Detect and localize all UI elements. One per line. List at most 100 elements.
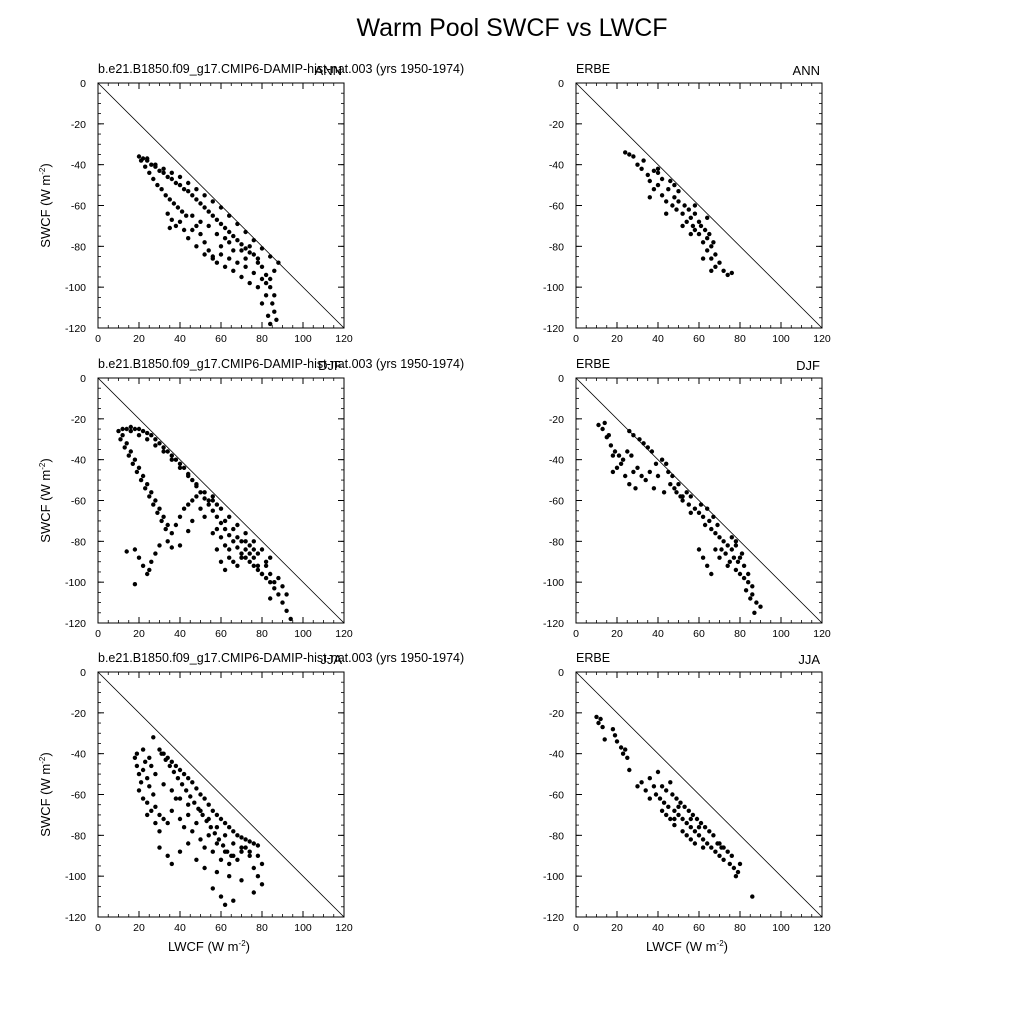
data-point (239, 845, 244, 850)
y-tick-label: -60 (71, 201, 86, 213)
data-point (210, 256, 215, 261)
x-tick-label: 120 (335, 628, 353, 640)
y-tick-label: -120 (65, 912, 86, 924)
data-point (666, 804, 671, 809)
y-tick-label: -100 (65, 871, 86, 883)
data-point (161, 445, 166, 450)
data-point (255, 551, 261, 556)
data-point (149, 490, 154, 495)
data-point (210, 849, 215, 854)
data-point (721, 539, 726, 544)
data-point (239, 555, 244, 560)
data-point (145, 437, 150, 442)
x-tick-label: 80 (734, 922, 746, 934)
data-point (700, 240, 706, 245)
data-point (735, 869, 741, 875)
data-point (177, 543, 183, 548)
data-point (214, 217, 220, 222)
data-point (202, 252, 207, 257)
x-tick-label: 100 (294, 628, 312, 640)
data-point (198, 490, 203, 495)
data-point (218, 535, 224, 540)
data-point (676, 189, 681, 194)
data-point (202, 514, 207, 519)
data-point (235, 857, 240, 862)
y-tick-label: -40 (549, 160, 564, 172)
data-point (136, 771, 142, 777)
data-point (145, 812, 150, 818)
data-point (222, 902, 228, 907)
data-point (625, 449, 630, 454)
y-tick-label: -120 (65, 323, 86, 335)
data-point (136, 426, 142, 432)
data-point (655, 166, 661, 171)
data-point (612, 449, 618, 454)
data-point (143, 164, 148, 169)
y-tick-label: -20 (549, 119, 564, 131)
data-point (177, 849, 183, 854)
data-point (149, 433, 154, 438)
data-point (288, 616, 293, 622)
data-point (222, 567, 228, 573)
data-point (274, 317, 279, 322)
data-point (155, 510, 160, 515)
data-point (692, 203, 698, 208)
data-point (177, 182, 183, 188)
data-point (145, 571, 150, 577)
data-point (130, 461, 135, 466)
data-point (688, 837, 693, 842)
data-point (606, 433, 611, 438)
data-point (713, 547, 718, 552)
data-point (163, 757, 168, 762)
data-point (635, 162, 640, 167)
data-point (181, 187, 187, 192)
data-point (169, 176, 174, 182)
data-point (231, 898, 236, 903)
data-point (247, 849, 252, 854)
y-tick-label: -80 (549, 830, 564, 842)
data-point (190, 518, 195, 524)
x-tick-label: 80 (256, 922, 268, 934)
data-point (190, 829, 195, 834)
data-point (243, 845, 248, 850)
data-point (655, 182, 661, 188)
data-point (206, 833, 211, 838)
data-point (173, 223, 179, 229)
data-point (702, 227, 708, 233)
data-point (177, 767, 183, 773)
data-point (259, 264, 265, 269)
data-point (247, 280, 252, 286)
data-point (610, 727, 616, 732)
data-point (136, 555, 142, 560)
data-point (263, 280, 269, 286)
data-point (157, 506, 162, 511)
data-point (235, 563, 240, 568)
data-point (684, 490, 689, 495)
data-point (276, 260, 281, 265)
data-point (651, 486, 657, 491)
data-point (177, 465, 183, 470)
data-point (690, 223, 696, 229)
data-point (686, 207, 691, 212)
data-point (206, 209, 211, 214)
y-axis-label: SWCF (W m-2) (38, 163, 53, 247)
data-point (186, 180, 191, 186)
x-tick-label: 100 (772, 628, 790, 640)
data-point (612, 733, 618, 738)
panel-5: 0 20 40 60 80 100 120 0 -20 -40 -60 -80 -100 -120 JJAb… (38, 651, 464, 954)
data-point (231, 853, 236, 858)
data-point (737, 861, 743, 867)
data-point (711, 240, 716, 245)
data-point (251, 555, 256, 560)
data-point (198, 201, 203, 206)
data-point (214, 869, 220, 875)
data-point (700, 555, 706, 560)
data-point (700, 514, 706, 519)
data-point (206, 498, 211, 503)
data-point (173, 180, 179, 186)
x-tick-label: 0 (95, 922, 101, 934)
data-point (136, 154, 142, 159)
data-point (688, 825, 693, 830)
x-tick-label: 60 (215, 628, 227, 640)
data-point (208, 825, 213, 830)
